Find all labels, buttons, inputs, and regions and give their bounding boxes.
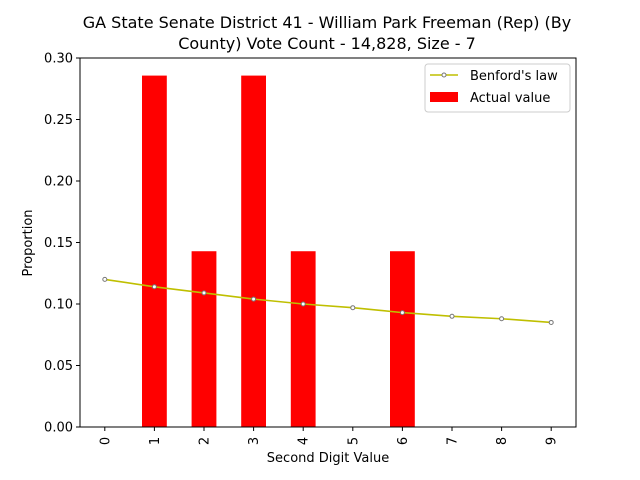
benford-point-7 <box>449 313 455 319</box>
bar-digit-1 <box>142 75 167 427</box>
y-tick-label: 0.10 <box>44 298 73 313</box>
benford-point-8 <box>499 316 505 322</box>
y-axis-label: Proportion <box>21 209 36 276</box>
y-tick-label: 0.05 <box>44 359 73 374</box>
y-tick-label: 0.30 <box>44 52 73 67</box>
x-tick-label: 5 <box>346 437 361 445</box>
benford-point-6 <box>399 310 405 316</box>
x-axis-label: Second Digit Value <box>267 451 389 466</box>
bar-digit-4 <box>290 251 316 427</box>
benford-line <box>104 278 552 324</box>
x-tick-label: 8 <box>495 437 510 445</box>
benford-point-9 <box>548 319 554 325</box>
y-axis: 0.00 0.05 0.10 0.15 0.20 0.25 0.30 <box>44 52 80 436</box>
legend-bar-swatch <box>430 92 458 102</box>
bar-digit-2 <box>191 251 217 427</box>
legend-box <box>424 63 571 113</box>
legend-label-benford: Benford's law <box>470 69 558 84</box>
y-tick-label: 0.00 <box>44 421 73 436</box>
y-tick-label: 0.25 <box>44 113 73 128</box>
x-tick-label: 4 <box>297 437 312 445</box>
x-tick-label: 1 <box>148 437 163 445</box>
legend-label-actual: Actual value <box>470 91 550 106</box>
x-tick-label: 7 <box>446 437 461 445</box>
benford-point-0 <box>102 276 108 282</box>
bar-series <box>142 75 415 427</box>
y-tick-label: 0.20 <box>44 175 73 190</box>
x-tick-label: 6 <box>396 437 411 445</box>
benford-point-1 <box>151 284 157 290</box>
chart-title-line-2: County) Vote Count - 14,828, Size - 7 <box>178 34 476 53</box>
legend-line-marker <box>441 72 447 78</box>
bar-digit-6 <box>390 251 415 427</box>
benford-point-5 <box>350 305 356 311</box>
legend: Benford's law Actual value <box>424 63 571 113</box>
x-tick-label: 3 <box>247 437 262 445</box>
benford-line-series <box>102 276 554 325</box>
benford-point-2 <box>201 290 207 296</box>
bar-digit-3 <box>241 75 266 427</box>
benford-point-3 <box>251 296 257 302</box>
x-tick-label: 9 <box>545 437 560 445</box>
chart-title-line-1: GA State Senate District 41 - William Pa… <box>83 13 572 32</box>
benford-point-4 <box>300 301 306 307</box>
x-tick-label: 2 <box>198 437 213 445</box>
x-axis: 0 1 2 3 4 5 6 7 8 9 <box>98 427 560 445</box>
y-tick-label: 0.15 <box>44 236 73 251</box>
x-tick-label: 0 <box>98 437 113 445</box>
